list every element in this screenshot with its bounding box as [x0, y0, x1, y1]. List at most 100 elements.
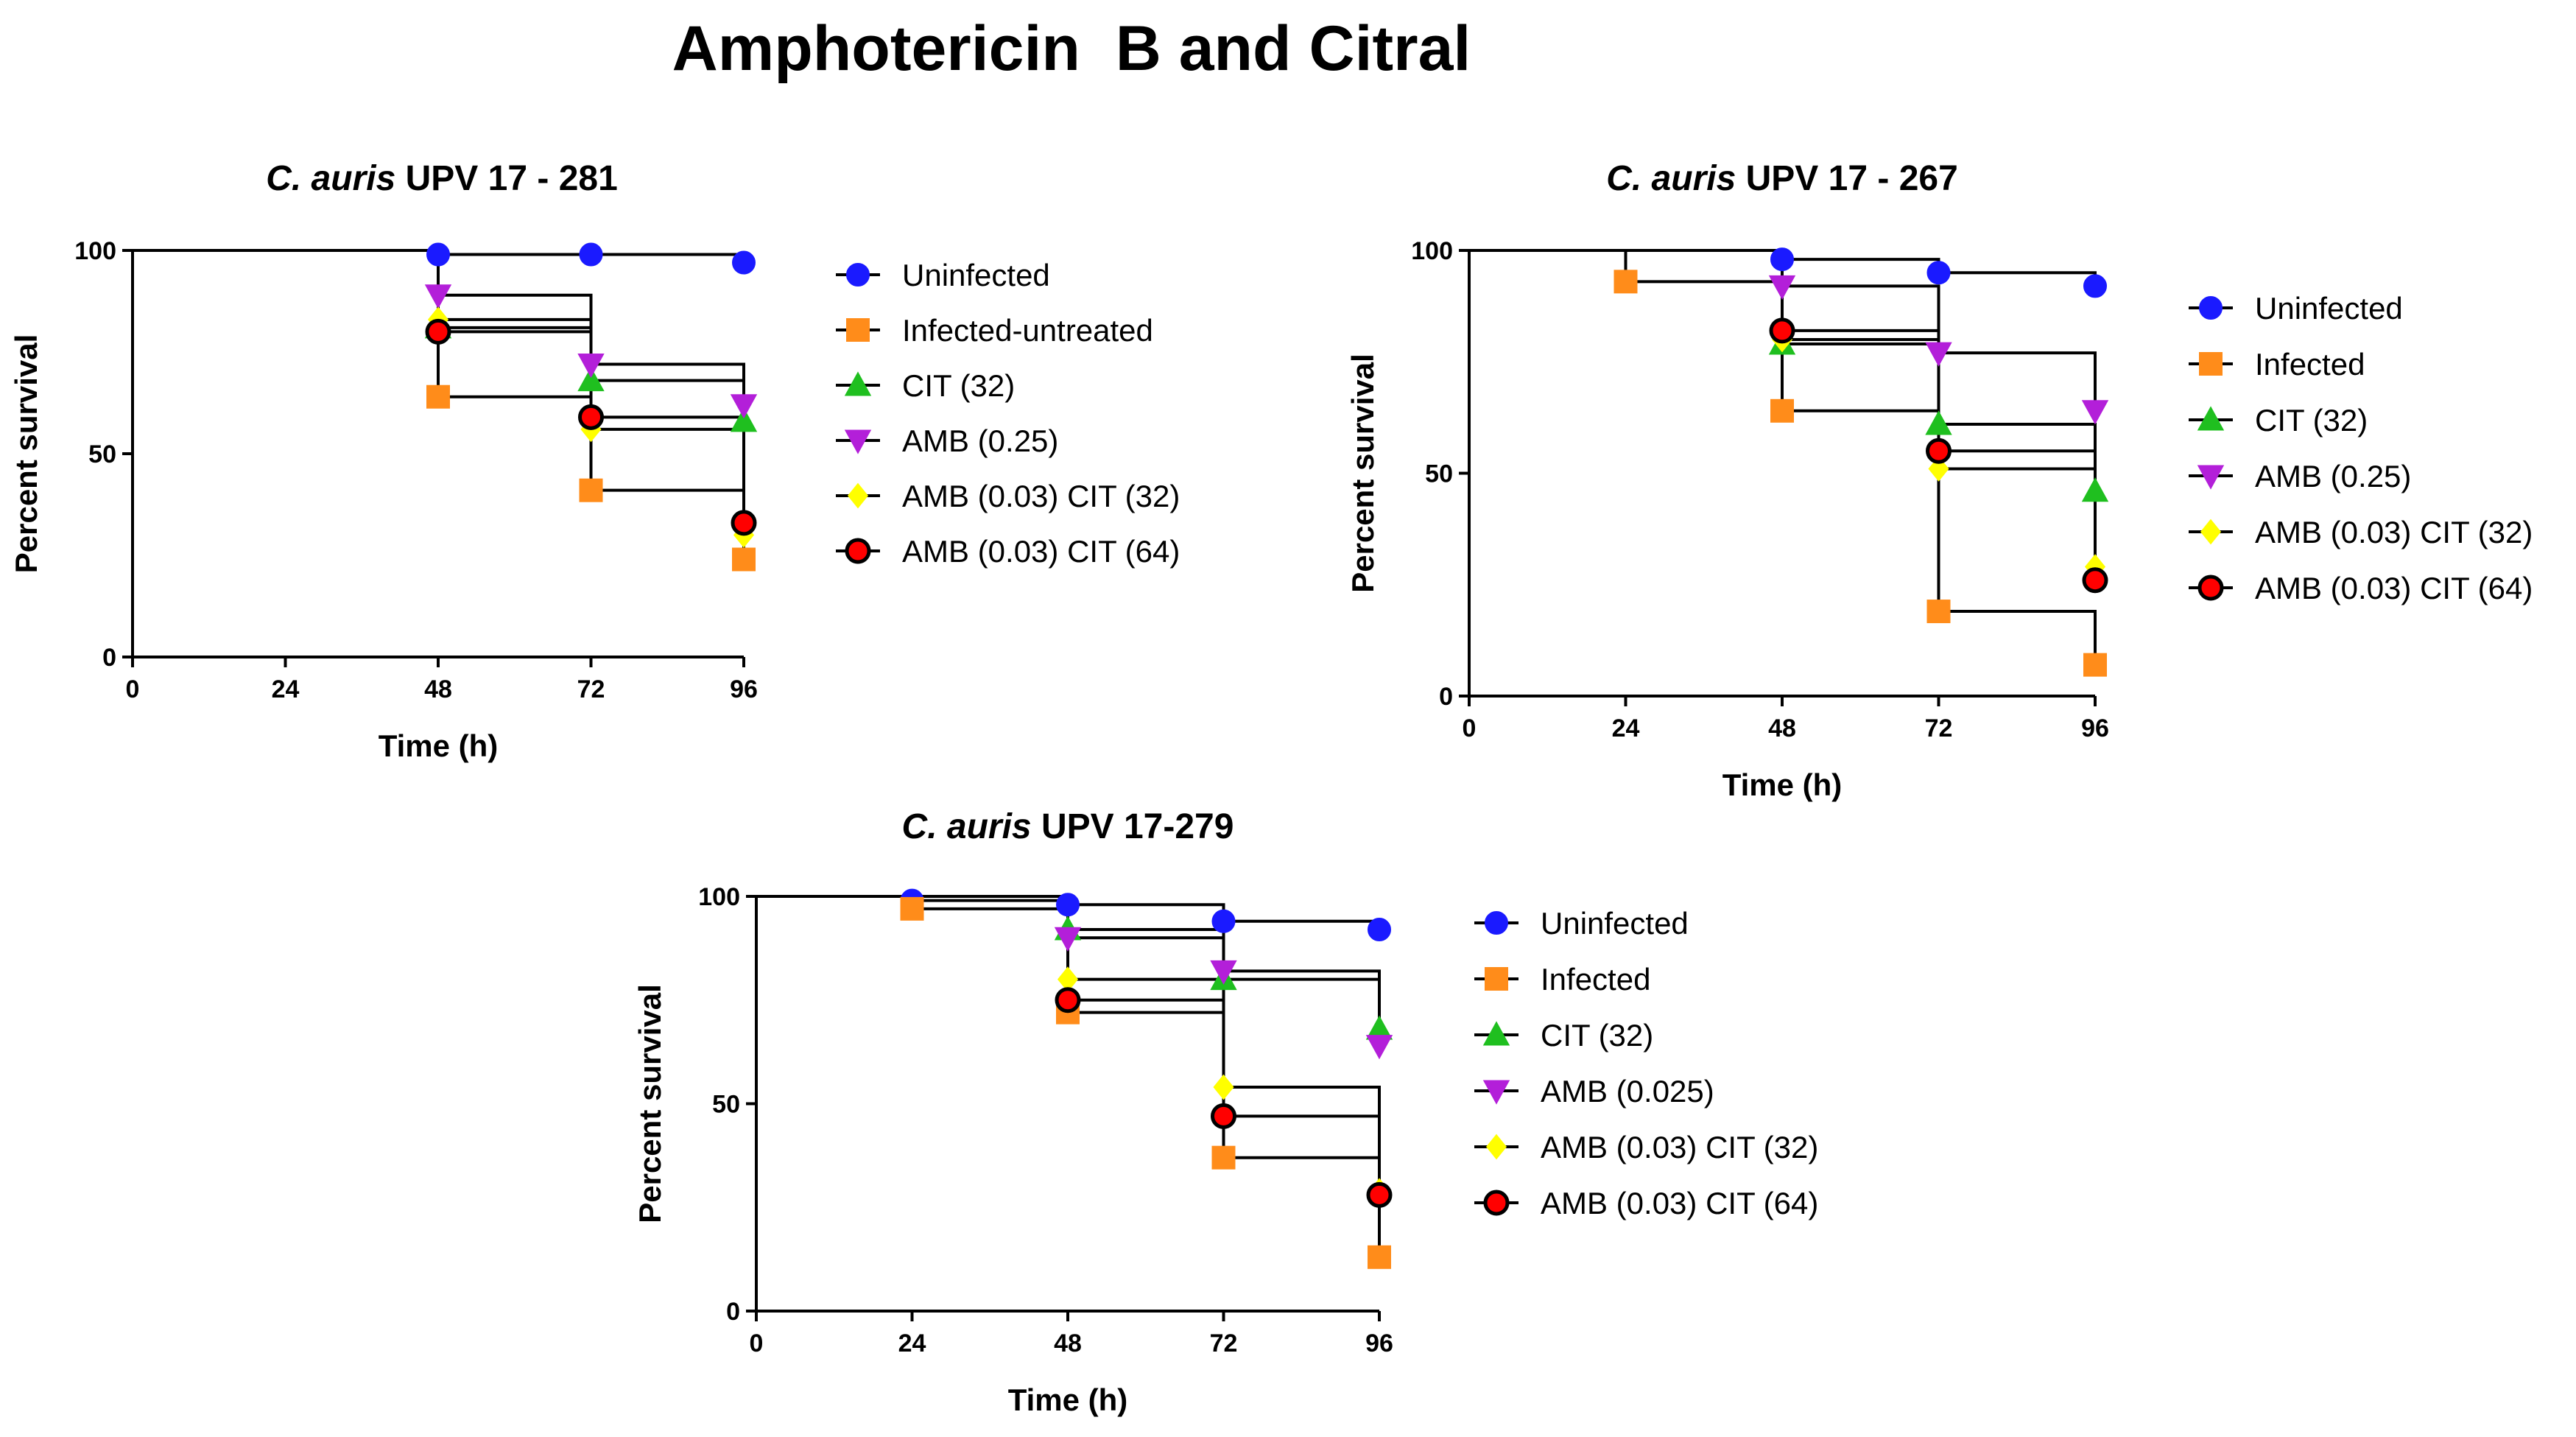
x-axis-label: Time (h)	[379, 728, 499, 763]
data-point-3	[1925, 410, 1952, 435]
y-tick-label: 50	[88, 440, 116, 468]
legend-item: AMB (0.03) CIT (32)	[2189, 515, 2533, 549]
y-axis-label: Percent survival	[9, 334, 43, 574]
y-tick-label: 100	[74, 237, 116, 265]
legend-item: AMB (0.03) CIT (64)	[836, 534, 1180, 569]
x-axis-label: Time (h)	[1722, 767, 1843, 802]
data-point-4	[1925, 342, 1952, 367]
x-tick-label: 0	[126, 675, 140, 703]
legend-marker	[2197, 465, 2225, 490]
data-point-3	[577, 367, 605, 392]
legend-marker	[2200, 519, 2222, 545]
x-tick-label: 72	[1925, 714, 1953, 742]
legend-label: CIT (32)	[902, 368, 1015, 403]
legend-item: Uninfected	[1474, 906, 1689, 941]
legend-label: Infected	[2255, 347, 2365, 382]
legend-label: CIT (32)	[2255, 403, 2368, 438]
x-tick-label: 96	[1365, 1329, 1393, 1357]
legend-item: CIT (32)	[836, 368, 1015, 403]
panel-title-species: C. auris	[902, 807, 1032, 846]
data-points	[900, 888, 1393, 1269]
panel-title: C. auris UPV 17-279	[902, 807, 1234, 846]
y-axis-label: Percent survival	[633, 984, 667, 1223]
x-tick-label: 0	[750, 1329, 764, 1357]
legend-item: Infected	[2189, 347, 2365, 382]
legend-label: Infected	[1541, 962, 1650, 997]
y-tick-label: 100	[1411, 237, 1453, 265]
data-points	[424, 242, 758, 572]
data-point-2	[426, 384, 450, 409]
legend-label: CIT (32)	[1541, 1018, 1653, 1053]
panel-title-strain: UPV 17 - 267	[1736, 159, 1958, 198]
x-tick-label: 72	[577, 675, 605, 703]
data-point-1	[426, 242, 450, 267]
data-point-6	[2082, 567, 2108, 594]
legend-label: Uninfected	[2255, 291, 2403, 326]
legend-marker	[1482, 1080, 1510, 1105]
data-point-6	[425, 318, 451, 345]
x-tick-label: 96	[2081, 714, 2109, 742]
data-point-4	[1768, 275, 1796, 300]
legend-label: AMB (0.25)	[902, 424, 1058, 458]
data-point-1	[1056, 893, 1080, 917]
chart-panel-3: C. auris UPV 17-279 0 24 48 72 96 0 50 100 Time (…	[633, 807, 1818, 1417]
chart-panels: C. auris UPV 17 - 281 0 24 48 72 96 0 50 100 Time…	[9, 159, 2533, 1417]
data-point-4	[1210, 960, 1237, 985]
data-point-5	[1213, 1074, 1234, 1100]
panel-title-species: C. auris	[266, 159, 395, 198]
legend-label: AMB (0.03) CIT (64)	[1541, 1186, 1818, 1220]
x-tick-label: 0	[1463, 714, 1477, 742]
legend-marker	[2197, 575, 2224, 601]
legend-item: CIT (32)	[2189, 403, 2368, 438]
x-tick-label: 48	[1768, 714, 1796, 742]
data-point-2	[1926, 600, 1951, 624]
y-tick-label: 0	[1439, 683, 1453, 711]
x-tick-label: 24	[272, 675, 300, 703]
y-tick-label: 0	[102, 644, 116, 672]
legend-marker	[1482, 1021, 1510, 1046]
data-point-6	[578, 404, 604, 430]
legend-item: AMB (0.25)	[836, 424, 1058, 458]
chart-panel-1: C. auris UPV 17 - 281 0 24 48 72 96 0 50 100 Time…	[9, 159, 1180, 763]
data-point-1	[2083, 274, 2107, 298]
legend-item: AMB (0.03) CIT (32)	[836, 479, 1180, 513]
legend-marker	[847, 482, 869, 509]
data-point-2	[2083, 653, 2107, 677]
legend-label: AMB (0.03) CIT (32)	[902, 479, 1180, 513]
legend-marker	[845, 538, 871, 564]
data-point-4	[730, 394, 758, 419]
x-tick-label: 48	[1054, 1329, 1082, 1357]
data-point-6	[1769, 317, 1795, 344]
legend-label: AMB (0.03) CIT (64)	[2255, 571, 2533, 605]
legend: Uninfected Infected CIT (32) AMB (0.025) AMB…	[1474, 906, 1818, 1220]
data-point-5	[1928, 456, 1949, 482]
legend-marker	[844, 371, 872, 396]
legend-marker	[2199, 352, 2223, 376]
x-tick-label: 96	[730, 675, 758, 703]
chart-panel-2: C. auris UPV 17 - 267 0 24 48 72 96 0 50 100 Time…	[1345, 159, 2533, 802]
legend-marker	[1483, 1190, 1510, 1216]
data-point-6	[1926, 438, 1952, 464]
legend-item: AMB (0.03) CIT (32)	[1474, 1130, 1818, 1164]
legend-marker	[844, 429, 872, 454]
data-point-4	[1365, 1035, 1393, 1060]
data-point-4	[1054, 927, 1082, 952]
data-point-4	[2081, 400, 2109, 425]
data-point-1	[1926, 261, 1951, 285]
legend-label: Infected-untreated	[902, 313, 1153, 348]
legend-marker	[2197, 406, 2225, 431]
x-tick-label: 48	[424, 675, 452, 703]
legend-item: AMB (0.25)	[2189, 459, 2411, 493]
x-axis-label: Time (h)	[1008, 1382, 1128, 1417]
data-point-2	[1368, 1245, 1391, 1269]
data-point-3	[2081, 477, 2109, 502]
legend-item: Infected-untreated	[836, 313, 1153, 348]
panel-title-strain: UPV 17 - 281	[395, 159, 618, 198]
survival-curves	[1469, 249, 2097, 665]
legend-label: Uninfected	[902, 258, 1050, 292]
data-point-1	[579, 242, 603, 267]
data-point-2	[1211, 1145, 1236, 1170]
data-point-2	[579, 478, 603, 502]
panel-title: C. auris UPV 17 - 281	[266, 159, 618, 198]
data-point-1	[1368, 918, 1391, 942]
